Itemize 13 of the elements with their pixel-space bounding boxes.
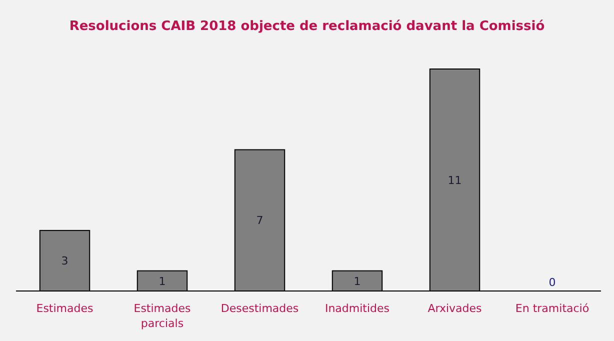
data-label: 3	[61, 254, 68, 268]
data-label: 1	[158, 274, 166, 288]
x-tick-label: Desestimades	[220, 302, 299, 315]
data-label: 7	[256, 214, 264, 228]
x-tick-label: Arxivades	[428, 302, 482, 315]
data-label: 11	[448, 174, 462, 187]
x-tick-label: Estimades	[36, 302, 94, 315]
x-tick-label: Estimades parcials	[134, 302, 192, 330]
data-label: 0	[548, 276, 556, 289]
x-tick-label: En tramitació	[515, 302, 590, 315]
x-tick-label: Inadmitides	[324, 302, 390, 315]
chart-title: Resolucions CAIB 2018 objecte de reclamació davant la Comissió	[69, 19, 545, 34]
data-label: 1	[354, 274, 361, 288]
